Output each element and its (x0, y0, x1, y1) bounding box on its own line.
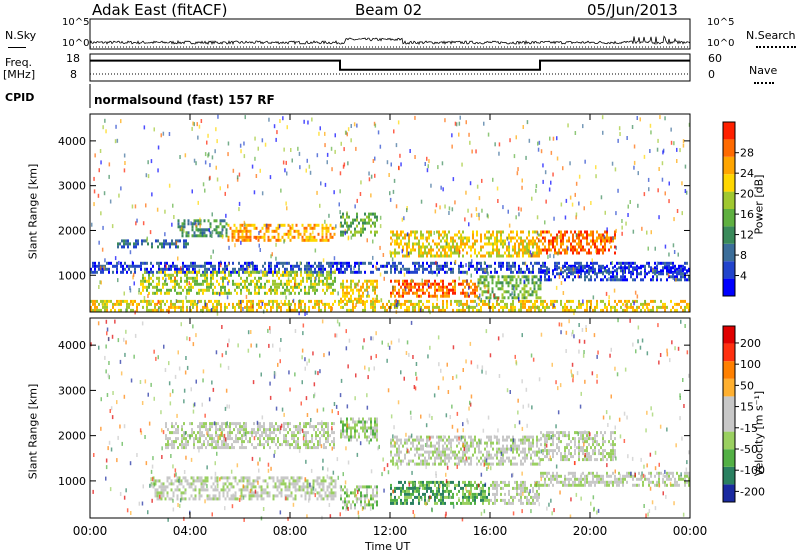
colorbar-cell (723, 378, 735, 397)
velocity-data-layer (90, 318, 690, 522)
colorbar-cell (723, 243, 735, 262)
colorbar-tick-label: 16 (740, 208, 754, 221)
colorbar-cell (723, 122, 735, 140)
colorbar-tick-label: 20 (740, 188, 754, 201)
colorbar-cell (723, 326, 735, 344)
station-title: Adak East (fitACF) (92, 1, 228, 19)
colorbar-tick-label: -200 (740, 485, 765, 498)
colorbar-cell (723, 343, 735, 362)
colorbar-cell (723, 174, 735, 192)
colorbar-cell (723, 361, 735, 379)
y-tick-label: 1000 (58, 475, 86, 488)
freq-label: Freq. (5, 56, 33, 69)
colorbar-cell (723, 466, 735, 485)
nsearch-legend-line (756, 46, 796, 48)
colorbar-frame (722, 325, 736, 503)
x-tick-label: 00:00 (673, 524, 708, 538)
colorbar-cell (723, 278, 735, 296)
nsearch-tick-low: 10^0 (707, 38, 735, 49)
colorbar-cell (723, 484, 735, 502)
colorbar-tick-label: 200 (740, 337, 761, 350)
colorbar-tick-label: 15 (740, 401, 754, 414)
y-tick-label: 4000 (58, 339, 86, 352)
beam-title: Beam 02 (355, 1, 423, 19)
freq-unit-label: [MHz] (3, 68, 36, 81)
y-tick-label: 2000 (58, 224, 86, 237)
y-tick-label: 1000 (58, 269, 86, 282)
y-tick-label: 3000 (58, 180, 86, 193)
colorbar-cell (723, 156, 735, 175)
date-title: 05/Jun/2013 (587, 1, 678, 19)
colorbar-tick-label: 12 (740, 229, 754, 242)
y-tick-label: 2000 (58, 430, 86, 443)
x-tick-label: 04:00 (173, 524, 208, 538)
x-tick-label: 12:00 (373, 524, 408, 538)
colorbar-cell (723, 449, 735, 467)
nave-tick-high: 60 (708, 52, 722, 65)
colorbar-tick-label: 50 (740, 379, 754, 392)
colorbar-tick-label: 4 (740, 270, 747, 283)
colorbar-cell (723, 431, 735, 450)
colorbar-tick-label: 24 (740, 167, 754, 180)
nsky-trace (89, 35, 691, 46)
colorbar-tick-label: -50 (740, 443, 758, 456)
nsearch-label: N.Search (746, 29, 796, 42)
colorbar-tick-label: -15 (740, 422, 758, 435)
x-tick-label: 00:00 (73, 524, 108, 538)
colorbar-cell (723, 209, 735, 227)
colorbar-cell (723, 191, 735, 209)
freq-tick-high: 18 (66, 52, 80, 65)
y-tick-label: 3000 (58, 384, 86, 397)
colorbar-tick-label: 100 (740, 358, 761, 371)
colorbar-cell (723, 261, 735, 279)
colorbar-cell (723, 139, 735, 157)
colorbar-cell (723, 226, 735, 244)
nsky-legend-line (8, 47, 26, 48)
freq-tick-low: 8 (70, 68, 77, 81)
nsearch-tick-high: 10^5 (707, 17, 735, 28)
freq-frame (89, 53, 691, 82)
power-data-layer (90, 114, 691, 316)
colorbar-cell (723, 396, 735, 414)
nsky-frame (89, 18, 691, 50)
y-tick-label: 4000 (58, 135, 86, 148)
nsky-tick-high: 10^5 (62, 17, 90, 28)
colorbar-tick-label: -100 (740, 464, 765, 477)
cpid-value: normalsound (fast) 157 RF (94, 93, 275, 107)
nsky-tick-low: 10^0 (62, 38, 90, 49)
nsky-label: N.Sky (5, 29, 37, 42)
colorbar-frame (722, 121, 736, 297)
nave-tick-low: 0 (708, 68, 715, 81)
x-tick-label: 08:00 (273, 524, 308, 538)
colorbar-tick-label: 8 (740, 249, 747, 262)
x-tick-label: 20:00 (573, 524, 608, 538)
cpid-label: CPID (5, 91, 35, 104)
colorbar-tick-label: 28 (740, 147, 754, 160)
colorbar-cell (723, 414, 735, 432)
nave-legend-line (754, 82, 774, 84)
x-tick-label: 16:00 (473, 524, 508, 538)
nave-label: Nave (749, 64, 778, 77)
freq-series-line (90, 59, 690, 71)
x-axis-title: Time UT (365, 540, 411, 553)
